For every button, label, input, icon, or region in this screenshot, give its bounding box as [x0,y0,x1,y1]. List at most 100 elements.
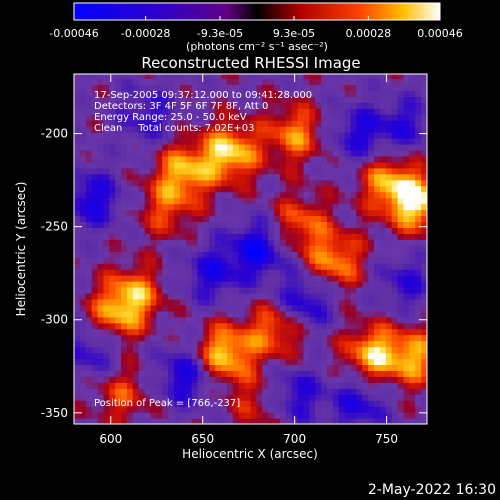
heatmap-cell [85,358,93,366]
heatmap-cell [79,388,87,395]
heatmap-cell [203,132,210,139]
heatmap-cell [238,108,246,115]
heatmap-cell [150,292,157,300]
heatmap-cell [144,126,152,133]
heatmap-cell [138,298,146,306]
heatmap-cell [250,114,257,121]
heatmap-cell [379,227,387,234]
heatmap-cell [291,388,299,395]
heatmap-cell [109,263,116,270]
heatmap-cell [356,334,363,342]
heatmap-cell [362,346,369,354]
heatmap-cell [91,74,99,80]
heatmap-cell [244,316,252,324]
heatmap-cell [221,328,228,336]
heatmap-cell [174,221,181,229]
heatmap-cell [326,239,334,246]
heatmap-cell [238,227,246,234]
heatmap-cell [409,90,416,97]
heatmap-cell [209,412,216,419]
heatmap-cell [403,149,410,157]
heatmap-cell [350,108,357,115]
heatmap-cell [162,245,169,252]
heatmap-cell [344,167,352,175]
heatmap-cell [144,298,152,306]
heatmap-cell [244,340,252,348]
heatmap-cell [150,275,157,282]
heatmap-cell [374,292,381,300]
heatmap-cell [168,382,175,389]
heatmap-cell [209,370,216,377]
heatmap-cell [97,370,105,377]
heatmap-cell [221,173,228,181]
heatmap-cell [232,304,240,312]
heatmap-cell [409,185,416,193]
heatmap-cell [79,90,87,97]
y-tick-label: -200 [41,127,68,141]
heatmap-cell [115,74,122,80]
heatmap-cell [403,233,410,240]
heatmap-cell [250,227,257,234]
heatmap-cell [97,197,105,205]
heatmap-cell [279,286,287,294]
heatmap-cell [144,215,152,223]
heatmap-cell [368,185,375,193]
heatmap-cell [197,78,205,86]
heatmap-cell [250,292,257,300]
heatmap-cell [191,173,199,181]
heatmap-cell [138,316,146,324]
heatmap-cell [421,364,427,371]
heatmap-cell [150,340,157,348]
heatmap-cell [79,197,87,205]
heatmap-cell [315,388,322,395]
heatmap-cell [85,90,93,97]
heatmap-cell [303,292,310,300]
heatmap-cell [268,215,275,223]
heatmap-cell [203,179,210,187]
heatmap-cell [244,251,252,258]
heatmap-cell [185,114,193,121]
heatmap-cell [379,155,387,163]
heatmap-cell [350,370,357,377]
heatmap-cell [397,418,405,424]
heatmap-cell [415,173,422,181]
heatmap-cell [115,352,122,360]
heatmap-cell [197,281,205,288]
heatmap-cell [232,316,240,324]
heatmap-cell [232,364,240,371]
heatmap-cell [185,281,193,288]
heatmap-cell [138,310,146,318]
heatmap-cell [250,221,257,229]
heatmap-cell [203,394,210,401]
heatmap-cell [79,138,87,145]
heatmap-cell [174,185,181,193]
heatmap-cell [332,114,340,121]
heatmap-cell [174,292,181,300]
heatmap-cell [326,281,334,288]
heatmap-cell [256,120,263,127]
heatmap-cell [291,281,299,288]
heatmap-cell [403,370,410,377]
heatmap-cell [215,167,222,175]
heatmap-cell [156,185,163,193]
heatmap-cell [79,310,87,318]
heatmap-cell [374,245,381,252]
heatmap-cell [150,316,157,324]
heatmap-cell [132,90,140,97]
heatmap-cell [85,275,93,282]
heatmap-cell [285,203,293,211]
heatmap-cell [144,120,152,127]
heatmap-cell [338,144,346,151]
heatmap-cell [268,328,275,336]
heatmap-cell [415,358,422,366]
heatmap-cell [262,114,269,121]
heatmap-cell [279,74,287,80]
heatmap-cell [362,358,369,366]
heatmap-cell [250,245,257,252]
heatmap-cell [244,179,252,187]
heatmap-cell [244,257,252,264]
heatmap-cell [150,185,157,193]
heatmap-cell [274,406,281,413]
heatmap-cell [209,418,216,424]
heatmap-cell [132,316,140,324]
